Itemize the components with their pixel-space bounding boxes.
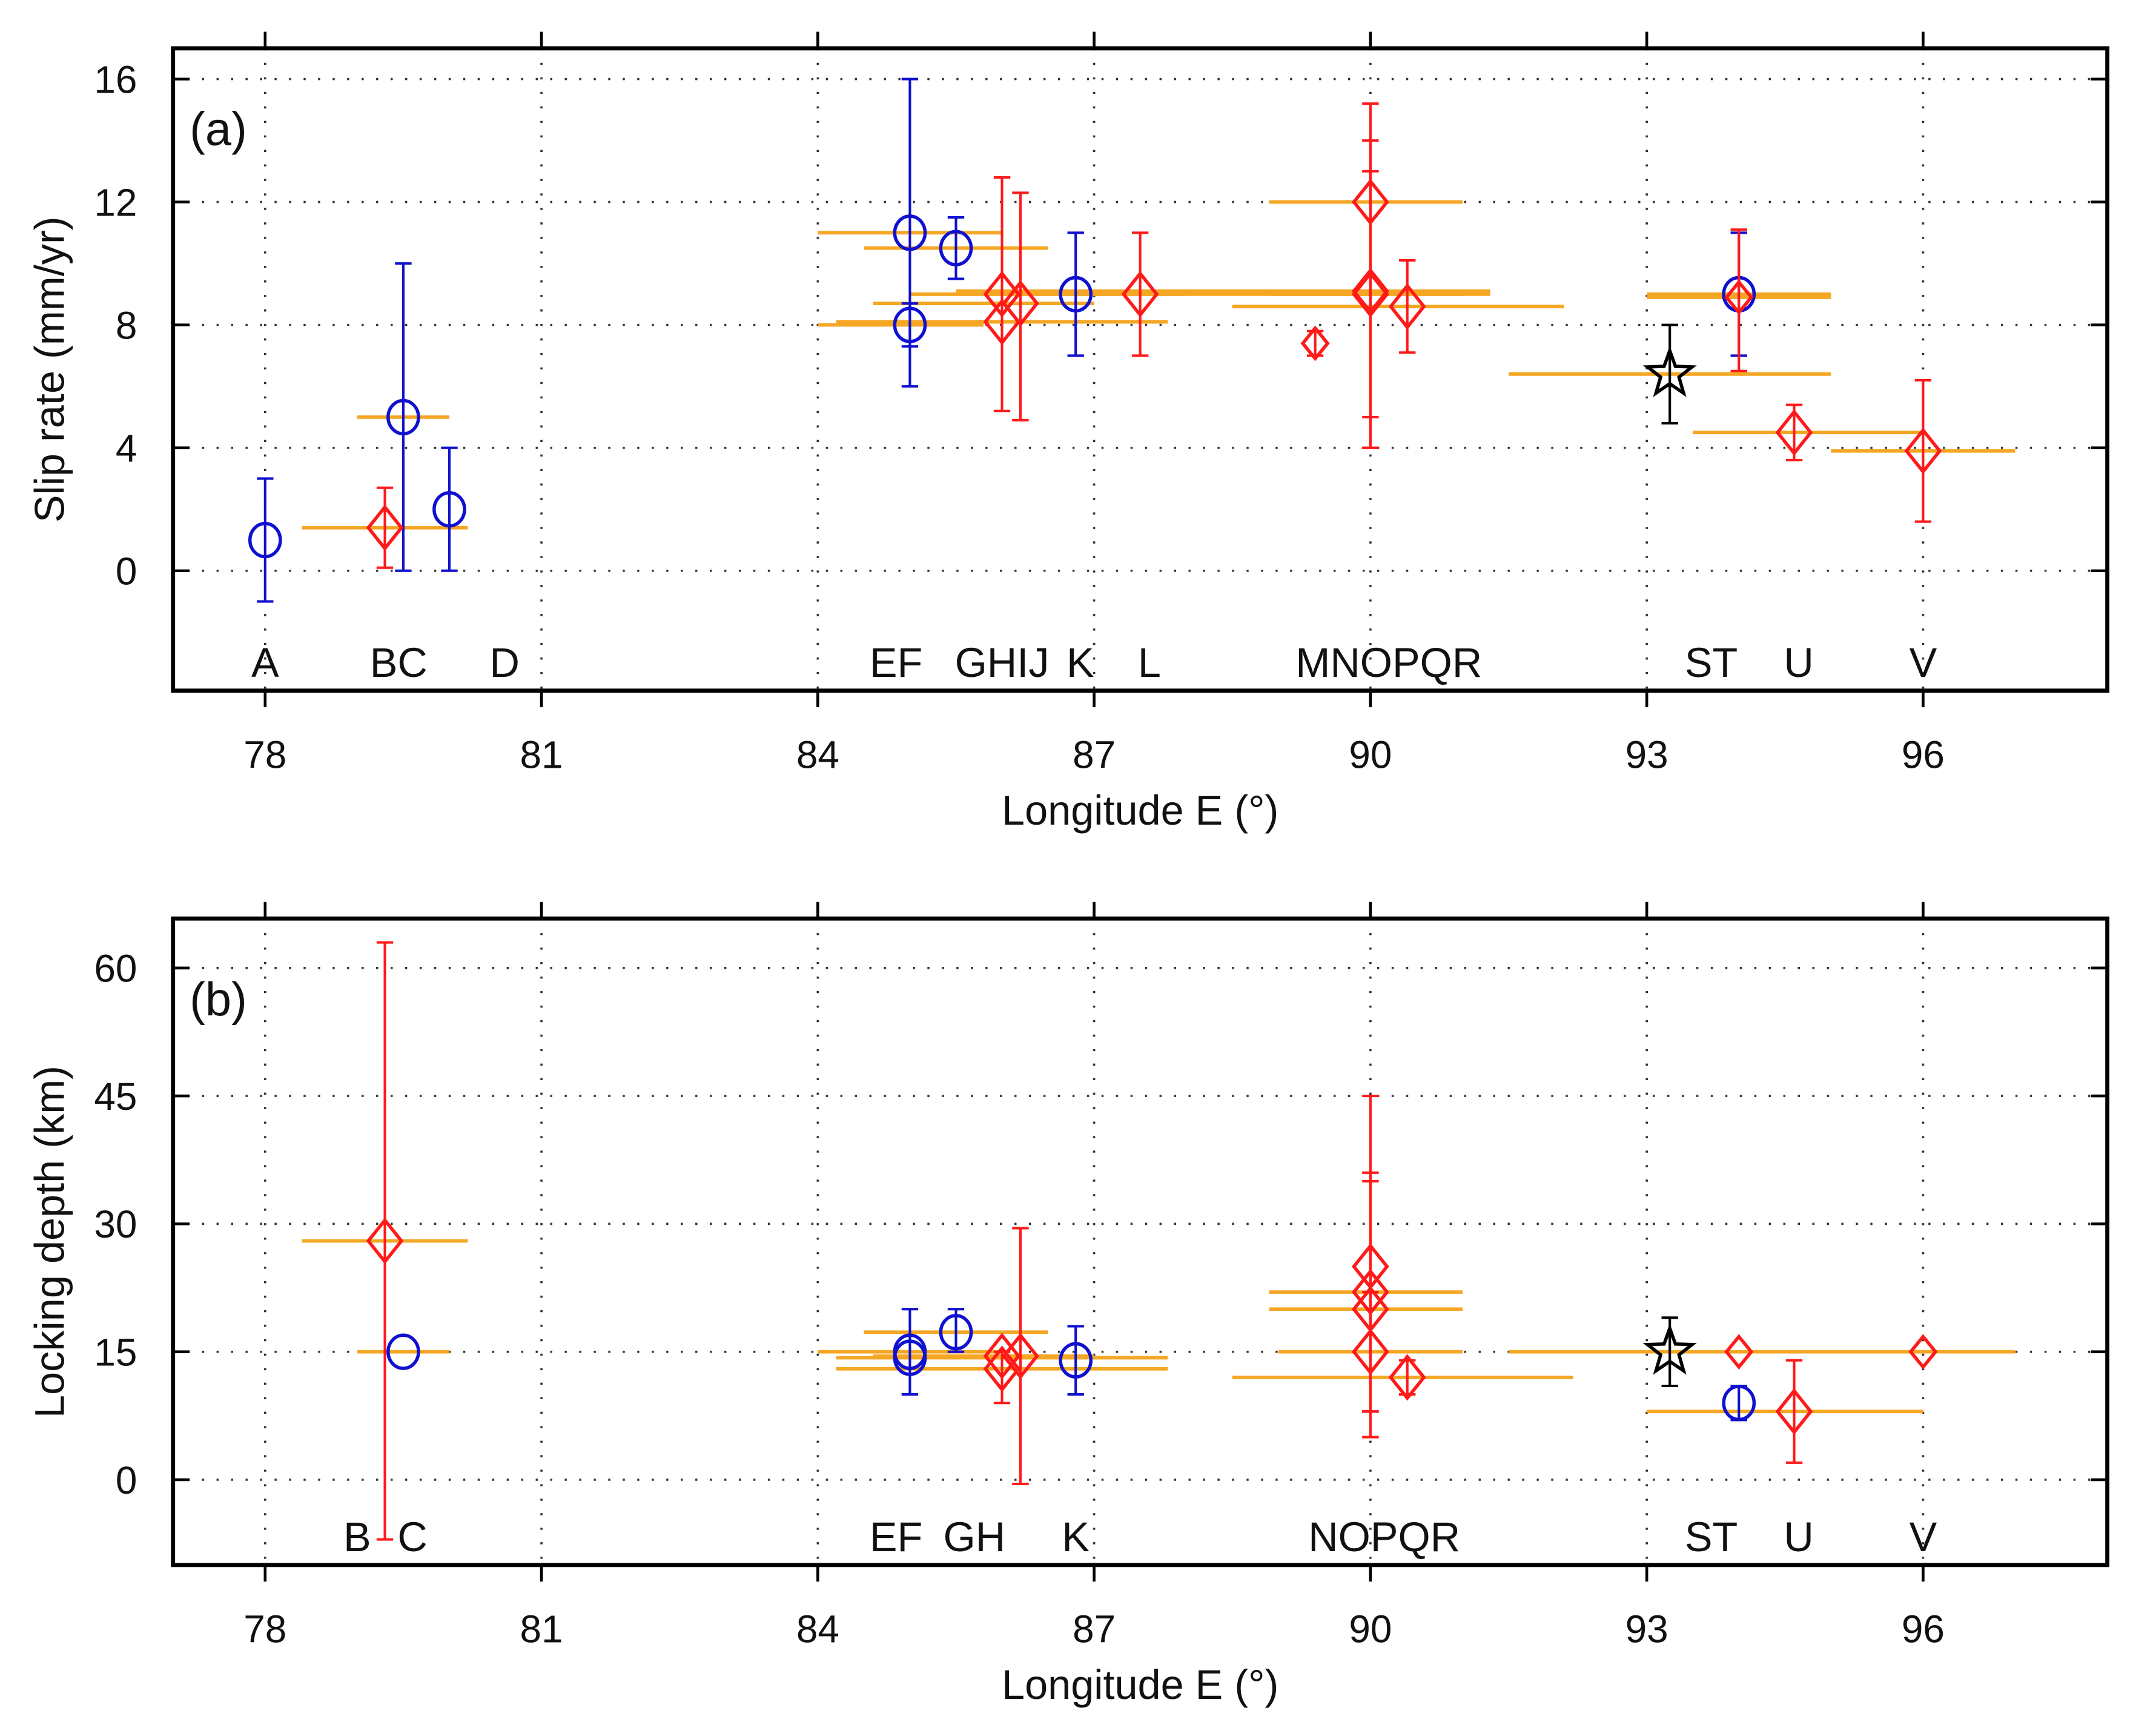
site-label: K: [1066, 639, 1094, 686]
site-label: V: [1910, 1514, 1937, 1560]
diamond-marker: [1724, 1334, 1754, 1370]
x-tick-label: 81: [520, 1608, 563, 1651]
diamond-marker: [1724, 279, 1754, 315]
y-axis-label: Locking depth (km): [26, 1066, 73, 1418]
circle-marker: [893, 1339, 927, 1376]
diamond-marker: [1002, 1333, 1039, 1380]
y-tick-label: 30: [94, 1202, 137, 1246]
site-label: GH: [944, 1514, 1006, 1560]
circle-marker: [386, 398, 420, 436]
site-label: ST: [1685, 639, 1738, 686]
x-tick-label: 81: [520, 733, 563, 776]
site-label: V: [1910, 639, 1937, 686]
circle-marker: [1722, 1385, 1756, 1422]
site-label: C: [397, 1514, 427, 1560]
y-tick-label: 60: [94, 947, 137, 991]
panel-label: (a): [190, 104, 247, 156]
x-tick-label: 84: [796, 733, 839, 776]
y-tick-label: 4: [116, 427, 137, 470]
y-tick-label: 45: [94, 1075, 137, 1118]
site-label: K: [1062, 1514, 1090, 1560]
x-tick-label: 87: [1073, 733, 1116, 776]
plot-frame: [171, 916, 2110, 1568]
diamond-marker: [1300, 325, 1330, 361]
site-label: GHIJ: [955, 639, 1050, 686]
diamond-marker: [366, 504, 404, 552]
diamond-marker: [1388, 1354, 1426, 1401]
x-tick-label: 93: [1625, 733, 1668, 776]
circle-marker: [1059, 275, 1093, 313]
site-label: EF: [870, 639, 922, 686]
site-label: B: [343, 1514, 371, 1560]
y-tick-label: 15: [94, 1330, 137, 1374]
y-tick-label: 0: [116, 1459, 137, 1502]
site-label: A: [251, 639, 279, 686]
diamond-marker: [1121, 271, 1159, 318]
diamond-marker: [1908, 1334, 1938, 1370]
x-axis-label: Longitude E (°): [1002, 787, 1278, 834]
circle-marker: [386, 1333, 420, 1370]
y-tick-label: 12: [94, 180, 137, 224]
circle-marker: [248, 521, 282, 559]
x-tick-label: 90: [1349, 1608, 1392, 1651]
x-tick-label: 78: [243, 733, 286, 776]
circle-marker: [893, 214, 927, 251]
circle-marker: [939, 229, 973, 266]
diamond-marker: [1352, 1328, 1389, 1376]
diamond-marker: [1002, 280, 1039, 327]
diamond-marker: [1775, 1388, 1813, 1435]
x-tick-label: 78: [243, 1608, 286, 1651]
panel-label: (b): [190, 974, 247, 1026]
circle-marker: [1059, 1342, 1093, 1379]
diamond-marker: [1388, 283, 1426, 330]
site-label: U: [1784, 1514, 1813, 1560]
site-label: ST: [1685, 1514, 1738, 1560]
y-tick-label: 16: [94, 58, 137, 101]
diamond-marker: [983, 1345, 1021, 1393]
site-label: U: [1784, 639, 1813, 686]
y-tick-label: 0: [116, 550, 137, 593]
diamond-marker: [366, 1217, 404, 1265]
x-tick-label: 90: [1349, 733, 1392, 776]
y-tick-label: 8: [116, 303, 137, 347]
x-tick-label: 93: [1625, 1608, 1668, 1651]
star-marker: [1642, 1323, 1697, 1375]
site-label: EF: [870, 1514, 922, 1560]
x-tick-label: 87: [1073, 1608, 1116, 1651]
x-tick-label: 96: [1902, 733, 1945, 776]
diamond-marker: [1904, 427, 1942, 475]
x-axis-label: Longitude E (°): [1002, 1661, 1278, 1708]
diamond-marker: [983, 271, 1021, 318]
diamond-marker: [1352, 268, 1389, 315]
y-axis-label: Slip rate (mm/yr): [26, 216, 73, 523]
diamond-marker: [1775, 409, 1813, 456]
circle-marker: [893, 306, 927, 343]
x-tick-label: 96: [1902, 1608, 1945, 1651]
x-tick-label: 84: [796, 1608, 839, 1651]
circle-marker: [432, 491, 466, 528]
site-label: MNOPQR: [1295, 639, 1482, 686]
panel-a: 78 81 84 87 90 93 96 0 4 8 12 16 A BC D EF GHIJ K L MNOPQR S…: [26, 31, 2110, 834]
plot-frame: [171, 46, 2110, 693]
site-label: NOPQR: [1308, 1514, 1460, 1560]
site-label: D: [490, 639, 520, 686]
star-marker: [1642, 345, 1697, 397]
panel-b: 78 81 84 87 90 93 96 0 15 30 45 60 B C EF GH K NOPQR ST U V (…: [26, 902, 2110, 1708]
circle-marker: [939, 1314, 973, 1351]
site-label: BC: [370, 639, 428, 686]
site-label: L: [1138, 639, 1161, 686]
